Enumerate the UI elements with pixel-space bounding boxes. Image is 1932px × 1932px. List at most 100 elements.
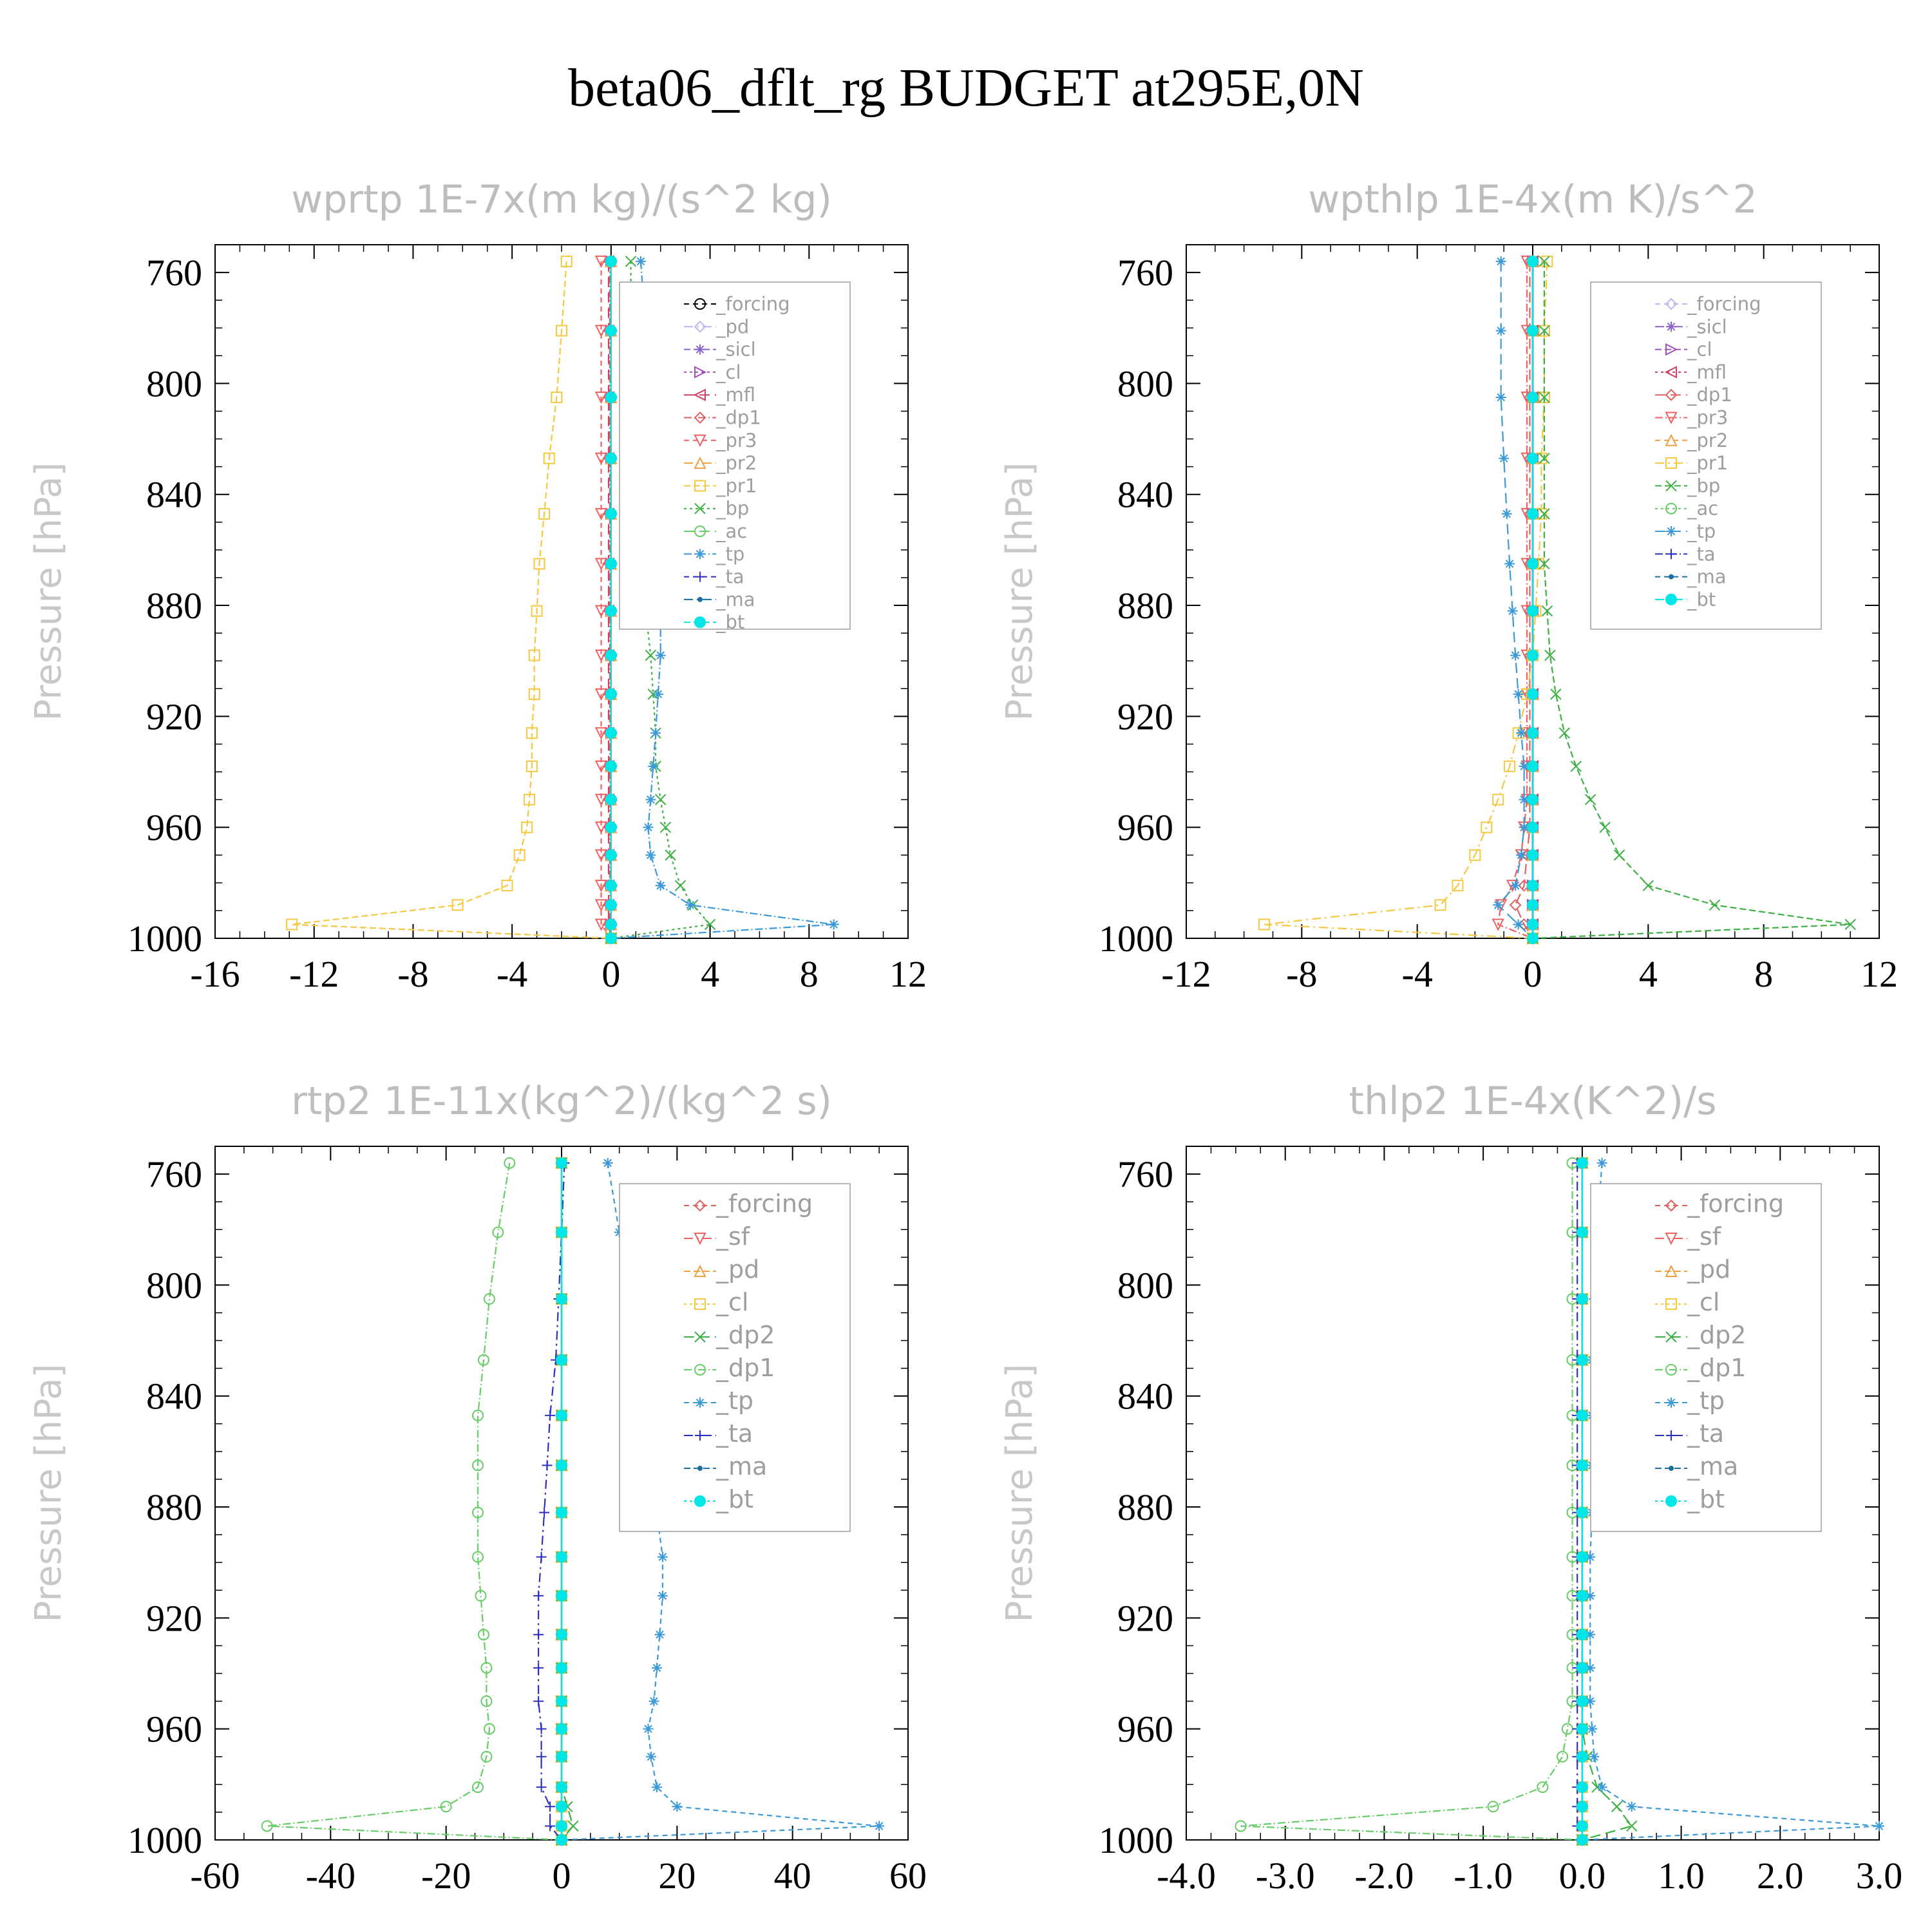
- legend-item: _pr3: [684, 430, 757, 451]
- x-tick-label: -12: [1161, 953, 1211, 995]
- legend-label: _tp: [715, 543, 744, 565]
- legend-item: _pr1: [1655, 452, 1728, 474]
- y-axis-label: Pressure [hPa]: [999, 1364, 1041, 1623]
- legend-label: _sf: [715, 1222, 751, 1251]
- data-point: [526, 727, 538, 739]
- data-point: [1541, 605, 1553, 617]
- legend-label: _ac: [715, 520, 747, 542]
- data-point: [605, 688, 617, 700]
- y-tick-label: 960: [146, 807, 202, 849]
- chart-panel-2: wpthlp 1E-4x(m K)/s^2 Pressure [hPa] -12 -8…: [999, 177, 1898, 995]
- data-point: [1519, 761, 1530, 772]
- data-point: [1539, 325, 1550, 337]
- legend-item: _ta: [684, 1419, 753, 1448]
- data-point: [1539, 508, 1550, 520]
- data-point: [1493, 900, 1504, 911]
- legend-item: _bt: [1655, 589, 1716, 611]
- legend-label: _dp1: [1687, 1354, 1746, 1382]
- data-point: [1596, 1157, 1607, 1168]
- legend-label: _tp: [715, 1387, 753, 1415]
- data-point: [1235, 1820, 1247, 1832]
- x-tick-label: -4: [497, 953, 527, 995]
- series-dp1: [1235, 1157, 1588, 1846]
- legend-label: _tp: [1687, 520, 1716, 542]
- data-point: [659, 821, 672, 833]
- legend-marker: [1665, 1199, 1678, 1212]
- data-point: [556, 1662, 567, 1674]
- legend: _forcing _sf _pd _cl _dp2 _dp1 _tp _ta _ma _bt: [619, 1183, 851, 1532]
- data-point: [539, 1507, 550, 1518]
- legend-label: _pd: [715, 1255, 759, 1283]
- data-point: [1495, 325, 1506, 336]
- data-point: [1516, 728, 1527, 739]
- data-point: [556, 1695, 567, 1707]
- legend-label: _cl: [1687, 339, 1712, 361]
- legend-label: _pd: [715, 316, 749, 337]
- data-point: [1527, 727, 1539, 739]
- legend-label: _forcing: [1687, 293, 1761, 315]
- legend-item: _bp: [1655, 475, 1720, 497]
- legend-label: _ta: [715, 1419, 753, 1448]
- data-point: [1570, 761, 1582, 772]
- data-point: [605, 821, 617, 833]
- legend-label: _pd: [1687, 1255, 1730, 1283]
- data-point: [655, 880, 666, 891]
- data-point: [1537, 1781, 1549, 1794]
- data-point: [594, 688, 608, 701]
- data-point: [451, 899, 464, 911]
- y-tick-label: 840: [146, 1376, 202, 1417]
- legend-marker: [1666, 1397, 1676, 1408]
- data-point: [1844, 918, 1856, 931]
- x-tick-label: -3.0: [1256, 1855, 1315, 1897]
- data-point: [524, 793, 536, 806]
- data-point: [1519, 822, 1530, 833]
- y-tick-label: 920: [146, 696, 202, 737]
- legend-marker: [694, 480, 706, 492]
- data-point: [492, 1226, 504, 1238]
- y-tick-label: 760: [146, 252, 202, 294]
- data-point: [645, 849, 656, 860]
- series-line: [1532, 261, 1851, 940]
- x-tick-label: 3.0: [1856, 1855, 1903, 1897]
- data-point: [528, 688, 540, 700]
- data-point: [657, 1551, 668, 1562]
- legend-item: _tp: [1655, 520, 1716, 542]
- data-point: [1527, 918, 1539, 931]
- legend-marker: [694, 366, 707, 379]
- data-point: [1576, 1629, 1588, 1641]
- legend-marker: [694, 320, 706, 333]
- legend-item: _forcing: [684, 293, 790, 315]
- legend-item: _ta: [1655, 1419, 1724, 1448]
- y-tick-label: 960: [146, 1709, 202, 1750]
- legend-item: _mfl: [684, 384, 755, 406]
- data-point: [556, 1801, 567, 1813]
- data-point: [1576, 1662, 1588, 1674]
- data-point: [545, 1410, 556, 1421]
- data-point: [1501, 508, 1512, 519]
- data-point: [625, 256, 637, 267]
- legend-marker: [693, 388, 706, 401]
- data-point: [1487, 1801, 1499, 1813]
- legend-label: _pr1: [715, 475, 757, 497]
- legend-marker: [694, 1364, 706, 1376]
- data-point: [1539, 453, 1550, 464]
- data-point: [1539, 558, 1550, 570]
- data-point: [1576, 1750, 1588, 1763]
- legend-marker: [694, 1495, 706, 1507]
- legend-marker: [1665, 1264, 1678, 1277]
- data-point: [605, 391, 617, 403]
- data-point: [533, 1696, 544, 1707]
- data-point: [556, 1459, 567, 1472]
- legend-marker: [1665, 457, 1677, 469]
- series-dp1: [1509, 255, 1539, 945]
- legend-item: _ta: [684, 566, 744, 588]
- data-point: [665, 849, 676, 861]
- legend-label: _pr2: [1687, 430, 1728, 451]
- legend-item: _bp: [684, 498, 749, 520]
- legend-item: _pr2: [684, 452, 757, 474]
- data-point: [501, 880, 513, 892]
- x-tick-label: -60: [190, 1855, 240, 1897]
- data-point: [649, 1696, 659, 1707]
- data-point: [605, 933, 617, 944]
